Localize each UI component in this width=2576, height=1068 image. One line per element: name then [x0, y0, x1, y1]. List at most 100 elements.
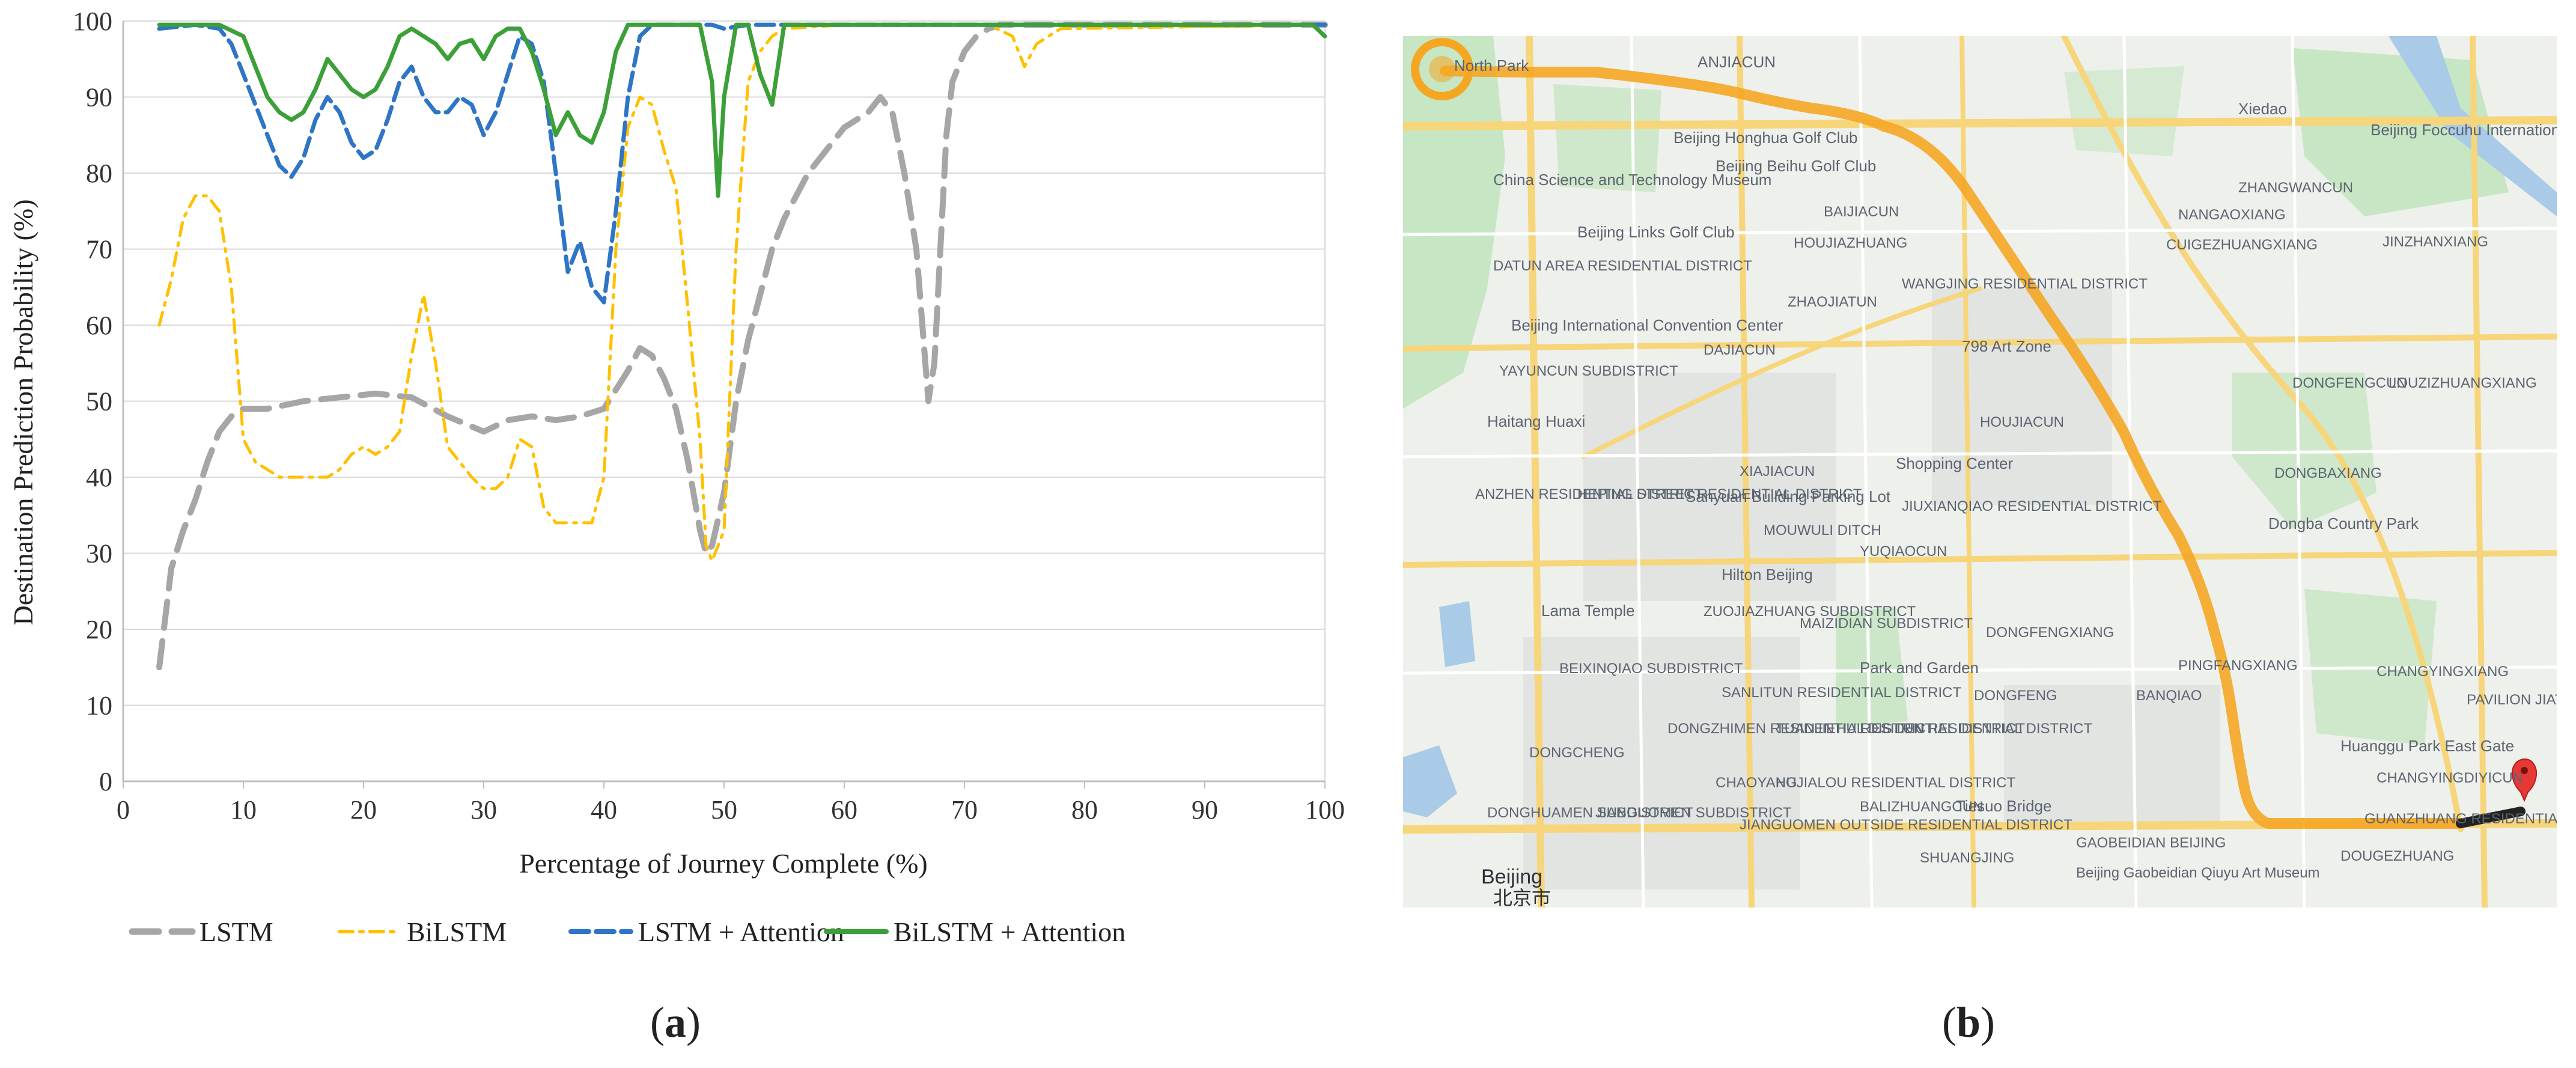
- map-label: MOUWULI DITCH: [1764, 522, 1881, 539]
- map-label: Beijing: [1481, 865, 1542, 888]
- map-label: Hilton Beijing: [1722, 566, 1813, 584]
- x-tick-label: 50: [711, 795, 737, 825]
- map-label: CHAOYANG: [1716, 775, 1797, 791]
- map-label: 北京市: [1493, 887, 1551, 908]
- map-label: HEPING STREET RESIDENTIAL DISTRICT: [1577, 486, 1862, 502]
- map-label: Shopping Center: [1896, 454, 2013, 472]
- map-label: Haitang Huaxi: [1487, 412, 1585, 430]
- map-label: North Park: [1454, 56, 1529, 75]
- map-label: JINZHANXIANG: [2383, 234, 2488, 250]
- series-line-lstm: [156, 22, 1328, 671]
- map-label: LOUZIZHUANGXIANG: [2389, 375, 2537, 391]
- map-label: Beijing Gaobeidian Qiuyu Art Museum: [2076, 865, 2320, 881]
- y-tick-label: 40: [86, 463, 112, 492]
- map-label: ZUOJIAZHUANG SUBDISTRICT: [1704, 603, 1916, 620]
- map-label: CUIGEZHUANGXIANG: [2166, 237, 2318, 253]
- map-label: ZHANGWANCUN: [2238, 180, 2353, 196]
- roads: [1403, 36, 2557, 908]
- y-tick-label: 20: [86, 615, 112, 644]
- y-axis-label: Destination Prediction Probability (%): [8, 199, 38, 625]
- map-label: Xiedao: [2238, 100, 2287, 118]
- x-axis-label: Percentage of Journey Complete (%): [519, 848, 928, 879]
- map-label: HOUJIAZHUANG: [1794, 235, 1907, 251]
- map-label: DONGCHENG: [1529, 745, 1625, 761]
- x-tick-label: 20: [350, 795, 377, 825]
- map-label: YUQIAOCUN: [1860, 543, 1947, 560]
- map-label: DOUGEZHUANG: [2340, 848, 2454, 864]
- map-label: XIAJIACUN: [1740, 463, 1815, 480]
- y-tick-label: 90: [86, 83, 112, 112]
- x-tick-label: 90: [1192, 795, 1218, 825]
- map-label: PAVILION JIATUN: [2467, 692, 2557, 708]
- map-label: DONGBAXIANG: [2274, 465, 2382, 481]
- trajectory-route: [1440, 66, 2466, 829]
- subfigure-caption-a: (a): [650, 998, 701, 1046]
- map-label: BEIXINQIAO SUBDISTRICT: [1559, 661, 1743, 677]
- map-label: PINGFANGXIANG: [2178, 658, 2298, 674]
- y-tick-label: 30: [86, 539, 112, 569]
- map-label: China Science and Technology Museum: [1493, 171, 1771, 189]
- map-labels: ANJIACUN North Park Beijing Honghua Golf C…: [1454, 53, 2557, 908]
- x-tick-label: 30: [470, 795, 497, 825]
- map-label: MAIZIDIAN SUBDISTRICT: [1800, 615, 1973, 632]
- x-tick-label: 60: [831, 795, 857, 825]
- legend: LSTM BiLSTM LSTM + Attention BiLSTM + Atten…: [129, 917, 1125, 947]
- subfigure-caption-b: (b): [1942, 998, 1996, 1046]
- map-label: Sanyuan Building Parking Lot: [1685, 487, 1891, 505]
- map-label: JIUXIANQIAO RESIDENTIAL DISTRICT: [1902, 498, 2162, 514]
- map-label: DONGFENGCUN: [2292, 375, 2407, 391]
- map-label: DATUN AREA RESIDENTIAL DISTRICT: [1493, 258, 1752, 274]
- map-label: GAOBEIDIAN BEIJING: [2076, 835, 2226, 851]
- x-tick-label: 0: [117, 795, 130, 825]
- map-label: Park and Garden: [1860, 659, 1979, 677]
- map-label: YAYUNCUN SUBDISTRICT: [1499, 363, 1678, 379]
- map-label: DAJIACUN: [1704, 342, 1776, 358]
- x-tick-label: 10: [230, 795, 257, 825]
- map-label: Beijing Honghua Golf Club: [1673, 129, 1857, 147]
- trajectory-end-segment: [2456, 807, 2526, 828]
- map-label: Beijing Foccuhu International Golf: [2370, 121, 2557, 139]
- minor-roads: [1403, 36, 2557, 908]
- x-tick-label: 80: [1071, 795, 1098, 825]
- map-label: TUANJIEHU RESIDENTIAL DISTRICT: [1776, 721, 2025, 737]
- y-tick-label: 60: [86, 311, 112, 340]
- map-label: NANGAOXIANG: [2178, 207, 2286, 223]
- map-label: BALIZHUANGCUN: [1860, 799, 1983, 815]
- route-map: ANJIACUN North Park Beijing Honghua Golf C…: [1403, 36, 2557, 908]
- map-label: SHUANGJING: [1920, 850, 2014, 866]
- y-tick-label: 50: [86, 387, 112, 417]
- map-label: ANZHEN RESIDENTIAL DISTRICT: [1475, 486, 1703, 502]
- y-tick-label: 80: [86, 159, 112, 188]
- map-label: WANGJING RESIDENTIAL DISTRICT: [1902, 276, 2148, 292]
- map-label: DONGFENG: [1974, 688, 2057, 704]
- map-label: CHANGYINGXIANG: [2377, 664, 2509, 680]
- map-label: Beijing International Convention Center: [1511, 316, 1783, 334]
- map-label: Lama Temple: [1541, 602, 1635, 620]
- series-line-bilstm-attention: [157, 22, 1327, 198]
- map-label: ZHAOJIATUN: [1788, 294, 1877, 310]
- series-line-lstm-attention: [157, 22, 1327, 305]
- y-tick-label: 10: [86, 691, 112, 721]
- map-label: HUJIALOU RESIDENTIAL DISTRICT: [1776, 775, 2016, 791]
- map-label: ANJIACUN: [1698, 53, 1776, 71]
- map-label: Huanggu Park East Gate: [2340, 737, 2514, 755]
- map-label: GUANZHUANG RESIDENTIAL DISTRICT: [2364, 811, 2557, 827]
- map-label: Dongba Country Park: [2268, 514, 2419, 532]
- map-label: BAIJIACUN: [1824, 204, 1899, 220]
- map-label: DONGZHIMEN RESIDENTIAL DISTRICT: [1667, 721, 1935, 737]
- y-tick-label: 70: [86, 235, 112, 264]
- x-tick-label: 70: [951, 795, 978, 825]
- y-tick-label: 100: [73, 7, 112, 36]
- map-label: JIANGUOMEN OUTSIDE RESIDENTIAL DISTRICT: [1740, 817, 2072, 833]
- map-label: LIULITUN RESIDENTIAL DISTRICT: [1860, 721, 2093, 737]
- legend-label: BiLSTM + Attention: [894, 917, 1125, 947]
- series-line-bilstm: [157, 23, 1327, 563]
- map-label: BANQIAO: [2136, 688, 2202, 704]
- legend-label: LSTM + Attention: [638, 917, 844, 947]
- legend-label: LSTM: [199, 917, 273, 947]
- map-label: JIANGUOMEN SUBDISTRICT: [1595, 805, 1792, 821]
- map-label: Beijing Links Golf Club: [1577, 223, 1735, 241]
- map-label: Beijing Beihu Golf Club: [1716, 157, 1876, 175]
- trajectory-start-marker: [1411, 38, 1473, 100]
- y-tick-label: 0: [99, 767, 112, 796]
